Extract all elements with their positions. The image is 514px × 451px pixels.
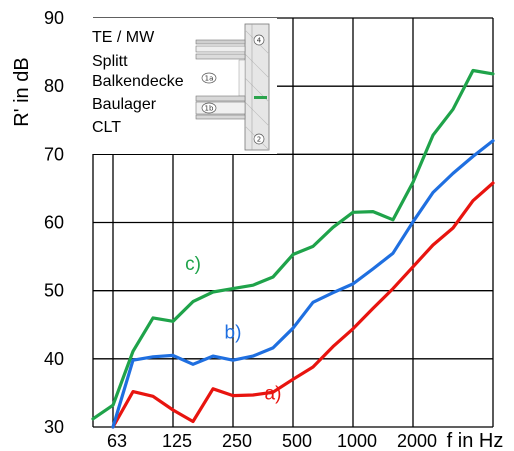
series-line-2 bbox=[91, 68, 495, 421]
series-labels: a) b) c) bbox=[185, 254, 281, 405]
diagram-label-1b: 1b bbox=[205, 105, 214, 113]
x-tick-label-250: 250 bbox=[222, 431, 252, 451]
y-tick-label-80: 80 bbox=[44, 76, 64, 96]
series-lines bbox=[91, 68, 495, 429]
x-tick-label-125: 125 bbox=[162, 431, 192, 451]
legend-line-3: Balkendecke bbox=[92, 73, 184, 90]
y-tick-label-30: 30 bbox=[44, 417, 64, 437]
legend-line-5: CLT bbox=[92, 119, 121, 136]
y-tick-labels: 30 40 50 60 70 80 90 bbox=[44, 8, 64, 437]
series-line-0 bbox=[111, 181, 495, 429]
x-axis-label: f in Hz bbox=[447, 430, 504, 451]
x-tick-label-2000: 2000 bbox=[397, 431, 437, 451]
legend-line-2: Splitt bbox=[92, 53, 128, 70]
legend-box: TE / MW Splitt Balkendecke Baulager CLT … bbox=[78, 18, 277, 154]
series-label-2: c) bbox=[185, 254, 201, 275]
series-line-1 bbox=[111, 139, 495, 429]
y-tick-label-90: 90 bbox=[44, 8, 64, 28]
series-label-0: a) bbox=[265, 384, 282, 405]
diagram-label-1a: 1a bbox=[205, 75, 214, 83]
y-tick-label-40: 40 bbox=[44, 349, 64, 369]
diagram-label-4: 4 bbox=[257, 37, 262, 45]
y-tick-label-60: 60 bbox=[44, 213, 64, 233]
diagram-label-2: 2 bbox=[257, 136, 261, 144]
y-tick-label-50: 50 bbox=[44, 281, 64, 301]
construction-detail-diagram: 4 1a 1b 2 bbox=[195, 23, 270, 151]
x-tick-labels: 63 125 250 500 1000 2000 bbox=[107, 431, 437, 451]
x-tick-label-1000: 1000 bbox=[337, 431, 377, 451]
y-tick-label-70: 70 bbox=[44, 144, 64, 164]
legend-line-1: TE / MW bbox=[92, 29, 155, 46]
series-label-1: b) bbox=[225, 322, 242, 343]
x-tick-label-63: 63 bbox=[107, 431, 127, 451]
y-axis-label: R' in dB bbox=[11, 57, 33, 126]
legend-line-4: Baulager bbox=[92, 96, 157, 113]
x-tick-label-500: 500 bbox=[282, 431, 312, 451]
